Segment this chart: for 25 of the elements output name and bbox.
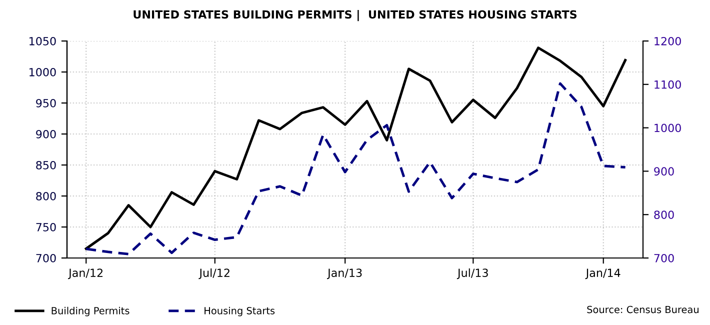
- y2-tick-label: 900: [654, 167, 674, 176]
- y-tick-label: 1050: [30, 36, 56, 46]
- x-tick-label: Jan/13: [327, 268, 362, 280]
- y-tick-label: 800: [36, 192, 56, 200]
- source-note: Source: Census Bureau: [587, 306, 698, 314]
- y-tick-label: 700: [36, 254, 56, 262]
- y2-tick-label: 1000: [654, 124, 681, 132]
- x-tick-label: Jul/12: [198, 268, 230, 280]
- y2-tick-label: 800: [654, 210, 674, 219]
- line-series: [84, 46, 627, 250]
- y-tick-label: 950: [36, 98, 56, 108]
- chart-title: UNITED STATES BUILDING PERMITS | UNITED STATES HOUSING STARTS: [134, 10, 577, 22]
- x-tick-label: Jan/12: [68, 268, 102, 280]
- legend-label: Building Permits: [52, 306, 130, 316]
- y2-tick-label: 1100: [654, 80, 681, 89]
- y2-tick-label: 700: [654, 254, 674, 262]
- legend-label: Housing Starts: [204, 306, 275, 316]
- y2-tick-label: 1200: [654, 36, 681, 46]
- x-tick-label: Jul/13: [456, 268, 488, 280]
- y-tick-label: 850: [36, 160, 56, 170]
- y-tick-label: 900: [36, 130, 56, 138]
- x-tick-label: Jan/14: [585, 268, 620, 280]
- y-tick-label: 750: [36, 222, 56, 232]
- y-tick-label: 1000: [30, 68, 56, 76]
- line-series: [84, 82, 627, 256]
